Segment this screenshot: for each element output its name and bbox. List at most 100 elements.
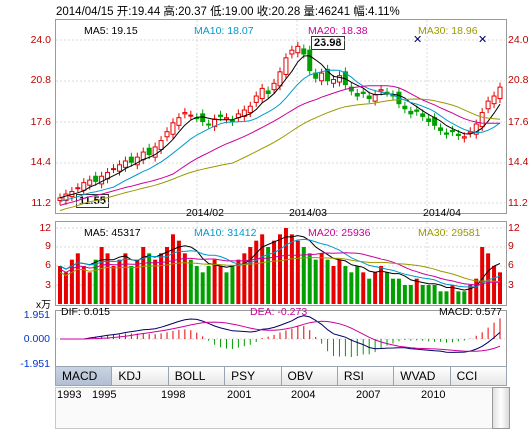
volume-bar bbox=[444, 291, 449, 304]
candle-body bbox=[128, 156, 134, 163]
vol-ma20-legend: MA20: 25936 bbox=[308, 227, 371, 239]
candle-body bbox=[402, 105, 408, 110]
date-axis-label: 2014/03 bbox=[289, 207, 327, 219]
dea-line bbox=[60, 320, 501, 352]
vol-ma30-legend: MA30: 29581 bbox=[418, 227, 481, 239]
volume-bar bbox=[450, 285, 455, 304]
date-axis-label: 2014/04 bbox=[423, 207, 461, 219]
candle-body bbox=[146, 147, 152, 156]
volume-bar bbox=[272, 240, 277, 304]
candle-body bbox=[455, 133, 461, 137]
volume-bar bbox=[295, 240, 300, 304]
price-axis-left-label: 11.2 bbox=[31, 197, 51, 209]
volume-bar bbox=[486, 253, 491, 304]
nav-year-label: 2007 bbox=[356, 389, 381, 401]
date-axis-label: 2014/02 bbox=[186, 207, 224, 219]
candle-body bbox=[414, 109, 420, 112]
ma30-legend: MA30: 18.96 bbox=[418, 25, 478, 37]
volume-bar bbox=[206, 266, 211, 304]
tab-psy[interactable]: PSY bbox=[225, 367, 282, 385]
volume-bar bbox=[123, 253, 128, 304]
tab-obv[interactable]: OBV bbox=[281, 367, 338, 385]
candle-body bbox=[420, 113, 426, 117]
volume-bar bbox=[385, 272, 390, 304]
macd-axis-label: 1.951 bbox=[23, 309, 50, 321]
nav-year-label: 2004 bbox=[291, 389, 316, 401]
ma20-line bbox=[59, 85, 501, 206]
dea-legend: DEA: -0.273 bbox=[250, 306, 308, 318]
volume-bar bbox=[93, 259, 98, 304]
volume-bar bbox=[153, 259, 158, 304]
candle-body bbox=[348, 86, 354, 92]
volume-bar bbox=[99, 247, 104, 304]
vol-ma30-line bbox=[59, 257, 501, 283]
candle-body bbox=[57, 197, 63, 201]
candle-body bbox=[283, 57, 289, 75]
volume-bar bbox=[379, 266, 384, 304]
volume-bar bbox=[212, 259, 217, 304]
volume-bar bbox=[165, 247, 170, 304]
tab-boll[interactable]: BOLL bbox=[168, 367, 226, 385]
volume-bar bbox=[319, 253, 324, 304]
tab-rsi[interactable]: RSI bbox=[337, 367, 395, 385]
volume-bar bbox=[307, 253, 312, 304]
volume-bar bbox=[325, 259, 330, 304]
tab-cci[interactable]: CCI bbox=[450, 367, 506, 385]
volume-bar bbox=[75, 253, 80, 304]
ma30-line bbox=[59, 98, 501, 212]
tab-wvad[interactable]: WVAD bbox=[394, 367, 451, 385]
price-axis-left-label: 14.4 bbox=[30, 156, 51, 168]
tab-kdj[interactable]: KDJ bbox=[112, 367, 169, 385]
ma20-legend: MA20: 18.38 bbox=[308, 25, 368, 37]
candle-body bbox=[336, 75, 342, 83]
indicator-tabs: MACD KDJ BOLL PSY OBV RSI WVAD CCI bbox=[55, 366, 507, 386]
candle-body bbox=[485, 100, 491, 110]
candle-body bbox=[158, 140, 164, 151]
macd-axis-label: -1.951 bbox=[20, 358, 50, 370]
tab-macd[interactable]: MACD bbox=[56, 367, 113, 385]
price-axis-left-label: 20.8 bbox=[30, 74, 51, 86]
nav-year-label: 1995 bbox=[92, 389, 117, 401]
vol-ma5-legend: MA5: 45317 bbox=[84, 227, 141, 239]
volume-bar bbox=[147, 253, 152, 304]
vol-ma10-line bbox=[59, 238, 501, 288]
volume-bar bbox=[343, 266, 348, 304]
candle-body bbox=[491, 95, 497, 105]
price-axis-right-label: 20.8 bbox=[508, 74, 529, 86]
volume-axis-left-label: 3 bbox=[45, 279, 51, 291]
candle-body bbox=[265, 90, 271, 94]
volume-bar bbox=[367, 278, 372, 304]
star-marker: ✕ bbox=[413, 34, 422, 46]
star-marker: ✕ bbox=[478, 34, 487, 46]
candle-body bbox=[443, 132, 449, 135]
volume-axis-left-label: 9 bbox=[45, 240, 51, 252]
price-axis-left-label: 24.0 bbox=[30, 34, 51, 46]
candle-body bbox=[331, 78, 337, 84]
volume-bar bbox=[355, 266, 360, 304]
volume-bar bbox=[260, 234, 265, 304]
volume-bar bbox=[283, 228, 288, 304]
candle-body bbox=[372, 94, 378, 102]
candle-body bbox=[479, 112, 485, 128]
candle-body bbox=[170, 122, 176, 135]
vol-ma20-line bbox=[59, 252, 501, 286]
volume-bar bbox=[420, 285, 425, 304]
volume-bar bbox=[182, 253, 187, 304]
volume-unit-label: x万 bbox=[36, 300, 51, 311]
volume-bar bbox=[349, 272, 354, 304]
price-axis-right-label: 17.6 bbox=[508, 116, 529, 128]
volume-bar bbox=[396, 278, 401, 304]
candle-body bbox=[206, 123, 212, 126]
volume-bar bbox=[176, 240, 181, 304]
volume-bar bbox=[105, 253, 110, 304]
candle-body bbox=[307, 49, 313, 72]
ma10-legend: MA10: 18.07 bbox=[194, 25, 254, 37]
volume-bar bbox=[63, 272, 68, 304]
candle-body bbox=[325, 68, 331, 82]
volume-bar bbox=[266, 247, 271, 304]
navigator-scroll-handle[interactable] bbox=[492, 387, 510, 429]
ma10-line bbox=[59, 69, 501, 203]
candle-body bbox=[497, 86, 503, 100]
nav-year-label: 1993 bbox=[57, 389, 82, 401]
